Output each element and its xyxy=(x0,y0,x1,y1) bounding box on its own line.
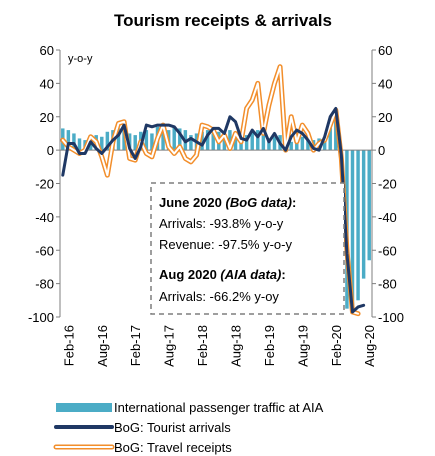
bar xyxy=(77,138,82,151)
annotation-line-5: Arrivals: -66.2% y-oy xyxy=(159,289,279,304)
y-tick-label-left: 20 xyxy=(40,110,54,125)
bar xyxy=(172,126,176,151)
legend-label-travel-receipts: BoG: Travel receipts xyxy=(114,440,232,455)
y-tick-label-right: -20 xyxy=(378,177,397,192)
bar xyxy=(256,130,260,151)
bar xyxy=(328,125,332,151)
bar xyxy=(272,136,277,151)
arrivals-line xyxy=(61,106,366,314)
bar xyxy=(161,128,165,151)
line-series xyxy=(60,64,366,317)
bar xyxy=(228,130,232,151)
bar xyxy=(122,130,126,151)
bar xyxy=(334,116,338,151)
bar xyxy=(244,135,249,151)
y-tick-label-right: -60 xyxy=(378,243,397,258)
bar xyxy=(178,128,182,151)
receipts-line-core xyxy=(61,65,360,315)
annotation-line-1-source: (BoG data) xyxy=(226,195,292,210)
bar xyxy=(261,135,266,151)
bar xyxy=(127,133,132,151)
bar xyxy=(222,133,227,151)
annotation-line-2: Arrivals: -93.8% y-o-y xyxy=(159,216,284,231)
x-tick-label: Feb-17 xyxy=(128,325,143,366)
x-tick-label: Feb-16 xyxy=(61,325,76,366)
bar xyxy=(361,150,366,279)
legend-label-tourist-arrivals: BoG: Tourist arrivals xyxy=(114,420,231,435)
bar xyxy=(356,150,360,301)
bar xyxy=(72,133,76,151)
bar xyxy=(66,130,71,151)
right-tick-labels: 60 40 20 0 -20 -40 -60 -80 -100 xyxy=(372,43,404,325)
bar xyxy=(295,138,299,151)
y-tick-label-right: -100 xyxy=(378,310,404,325)
bar xyxy=(133,135,137,151)
left-tick-labels: 60 40 20 0 -20 -40 -60 -80 -100 xyxy=(28,43,60,325)
y-tick-label-left: -100 xyxy=(28,310,54,325)
y-tick-label-left: 60 xyxy=(40,43,54,58)
y-tick-label-right: 20 xyxy=(378,110,392,125)
legend: International passenger traffic at AIA B… xyxy=(53,400,324,455)
unit-label: y-o-y xyxy=(68,53,93,65)
bar xyxy=(105,131,110,151)
bar xyxy=(300,136,305,151)
x-tick-label: Feb-20 xyxy=(329,325,344,366)
annotation-line-3: Revenue: -97.5% y-o-y xyxy=(159,237,292,252)
annotation-line-1-tail: : xyxy=(292,195,296,210)
y-tick-label-right: 0 xyxy=(378,143,385,158)
x-tick-label: Aug-20 xyxy=(362,325,377,367)
annotation-line-4-tail: : xyxy=(281,267,285,282)
bar xyxy=(367,150,371,261)
y-tick-label-left: -40 xyxy=(35,210,54,225)
y-tick-label-left: 0 xyxy=(47,143,54,158)
bar xyxy=(233,135,238,151)
y-tick-label-right: 40 xyxy=(378,76,392,91)
x-tick-labels: Feb-16 Aug-16 Feb-17 Aug-17 Feb-18 Aug-18 Feb-… xyxy=(61,325,377,367)
annotation-line-1-bold: June 2020 xyxy=(159,195,226,210)
bar xyxy=(189,135,193,151)
y-tick-label-left: -20 xyxy=(35,177,54,192)
chart-title: Tourism receipts & arrivals xyxy=(114,11,332,30)
y-tick-label-left: 40 xyxy=(40,76,54,91)
y-tick-label-left: -80 xyxy=(35,277,54,292)
bar xyxy=(150,133,154,151)
bar xyxy=(211,133,215,151)
bar xyxy=(350,150,355,312)
x-tick-label: Feb-18 xyxy=(195,325,210,366)
y-tick-label-right: 60 xyxy=(378,43,392,58)
bar xyxy=(200,131,204,151)
bar xyxy=(289,141,293,151)
annotation-line-4-bold: Aug 2020 xyxy=(159,267,220,282)
x-tick-label: Aug-17 xyxy=(162,325,177,367)
annotation-line-1: June 2020 (BoG data): xyxy=(159,195,296,210)
legend-label-passenger-traffic: International passenger traffic at AIA xyxy=(114,400,324,415)
annotation-box: June 2020 (BoG data): Arrivals: -93.8% y… xyxy=(150,182,345,315)
bar xyxy=(322,136,327,151)
y-tick-label-right: -40 xyxy=(378,210,397,225)
bar xyxy=(100,136,104,151)
bar xyxy=(205,130,210,151)
annotation-line-4: Aug 2020 (AIA data): xyxy=(159,267,286,282)
bar xyxy=(267,140,271,151)
y-tick-label-left: -60 xyxy=(35,243,54,258)
legend-bar-swatch xyxy=(56,403,112,412)
x-tick-label: Aug-16 xyxy=(95,325,110,367)
bar xyxy=(116,128,121,151)
y-tick-label-right: -80 xyxy=(378,277,397,292)
x-tick-label: Aug-18 xyxy=(229,325,244,367)
bar xyxy=(250,131,254,151)
annotation-line-4-source: (AIA data) xyxy=(220,267,281,282)
bar xyxy=(144,130,149,151)
x-tick-label: Aug-19 xyxy=(295,325,310,367)
x-tick-label: Feb-19 xyxy=(262,325,277,366)
annotation-border xyxy=(150,182,345,315)
